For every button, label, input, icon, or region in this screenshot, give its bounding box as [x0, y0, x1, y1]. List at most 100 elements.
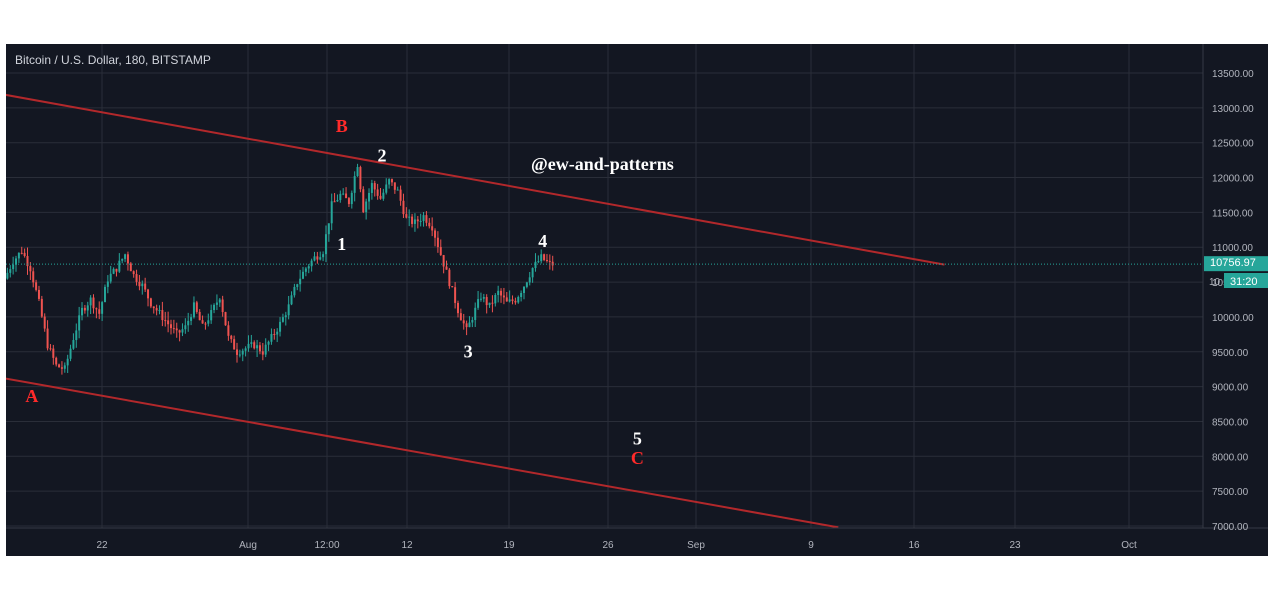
- candle-body: [207, 320, 210, 324]
- candle-body: [324, 234, 327, 255]
- candle-body: [149, 298, 152, 307]
- candle-body: [187, 320, 190, 326]
- candle-body: [12, 264, 15, 270]
- candle-body: [241, 350, 244, 355]
- candle-body: [147, 289, 150, 299]
- candle-body: [477, 299, 480, 308]
- y-tick-label: 7500.00: [1212, 487, 1249, 498]
- candle-body: [227, 325, 230, 336]
- candle-body: [161, 310, 164, 321]
- candle-body: [238, 354, 241, 356]
- candle-body: [402, 200, 405, 215]
- candle-body: [545, 259, 548, 261]
- candle-body: [399, 189, 402, 201]
- channel-line-upper: [6, 93, 945, 266]
- candle-body: [500, 290, 503, 296]
- candle-body: [448, 269, 451, 287]
- candle-body: [250, 342, 253, 344]
- candle-body: [26, 256, 29, 267]
- candle-body: [198, 311, 201, 321]
- y-tick-label: 8000.00: [1212, 452, 1249, 463]
- candle-body: [405, 214, 408, 218]
- candle-body: [517, 297, 520, 303]
- candle-body: [69, 348, 72, 359]
- candle-body: [548, 260, 551, 262]
- y-tick-label: 11000.00: [1212, 243, 1253, 254]
- x-axis-ticks: 22 Aug 12:00 12 19 26 Sep 9 16 23 Oct: [96, 540, 1137, 551]
- candle-body: [98, 309, 101, 314]
- candle-body: [115, 268, 118, 272]
- candle-body: [388, 179, 391, 185]
- candle-body: [362, 189, 365, 213]
- price-badge: 10756.97 10 31:20: [1204, 256, 1268, 288]
- candle-body: [310, 260, 313, 267]
- candle-body: [459, 313, 462, 321]
- candle-body: [261, 351, 264, 355]
- candle-body: [52, 348, 55, 358]
- candle-body: [17, 252, 20, 259]
- countdown-badge-bg: [1224, 273, 1268, 288]
- candle-body: [434, 230, 437, 238]
- candle-body: [497, 290, 500, 295]
- candle-body: [299, 278, 302, 285]
- candle-body: [9, 269, 12, 273]
- candle-body: [468, 322, 471, 328]
- candle-body: [428, 222, 431, 227]
- candle-body: [192, 302, 195, 318]
- candle-body: [86, 305, 89, 311]
- candle-body: [411, 216, 414, 224]
- candle-body: [6, 272, 9, 279]
- candle-body: [347, 198, 350, 205]
- candle-body: [342, 193, 345, 195]
- candle-body: [109, 273, 112, 282]
- x-tick-label: Oct: [1121, 540, 1137, 551]
- candle-body: [46, 328, 49, 349]
- candle-body: [293, 286, 296, 296]
- candle-body: [422, 215, 425, 221]
- candle-body: [491, 302, 494, 304]
- candle-body: [106, 281, 109, 287]
- candle-body: [436, 237, 439, 248]
- candle-body: [270, 333, 273, 342]
- y-tick-label: 11500.00: [1212, 208, 1253, 219]
- wave-label-b: B: [336, 116, 348, 136]
- candle-body: [210, 310, 213, 321]
- candle-body: [60, 367, 63, 369]
- candle-body: [158, 310, 161, 312]
- candle-body: [543, 254, 546, 260]
- price-badge-prefix: 10: [1209, 277, 1221, 288]
- candle-body: [353, 176, 356, 193]
- candle-body: [264, 344, 267, 355]
- wave-label-c: C: [631, 448, 644, 468]
- candle-body: [379, 195, 382, 199]
- wave-label-5: 5: [633, 428, 642, 448]
- candle-body: [184, 325, 187, 330]
- candle-body: [419, 220, 422, 222]
- candle-body: [330, 201, 333, 224]
- candle-body: [195, 302, 198, 312]
- candle-body: [78, 315, 81, 331]
- candle-body: [445, 266, 448, 270]
- candle-body: [169, 324, 172, 329]
- candle-body: [390, 179, 393, 183]
- candle-body: [431, 226, 434, 231]
- candle-body: [488, 302, 491, 306]
- candle-body: [339, 193, 342, 201]
- y-tick-label: 13000.00: [1212, 104, 1254, 115]
- candle-body: [485, 297, 488, 306]
- candle-body: [368, 192, 371, 202]
- candle-body: [273, 333, 276, 335]
- candle-body: [233, 339, 236, 350]
- x-tick-label: 16: [908, 540, 920, 551]
- candle-body: [471, 320, 474, 323]
- y-tick-label: 12500.00: [1212, 139, 1254, 150]
- x-tick-label: 12: [401, 540, 413, 551]
- candle-body: [83, 307, 86, 311]
- candle-body: [508, 299, 511, 302]
- candle-body: [213, 304, 216, 311]
- candle-body: [425, 215, 428, 223]
- candle-body: [439, 247, 442, 256]
- candle-body: [32, 271, 35, 283]
